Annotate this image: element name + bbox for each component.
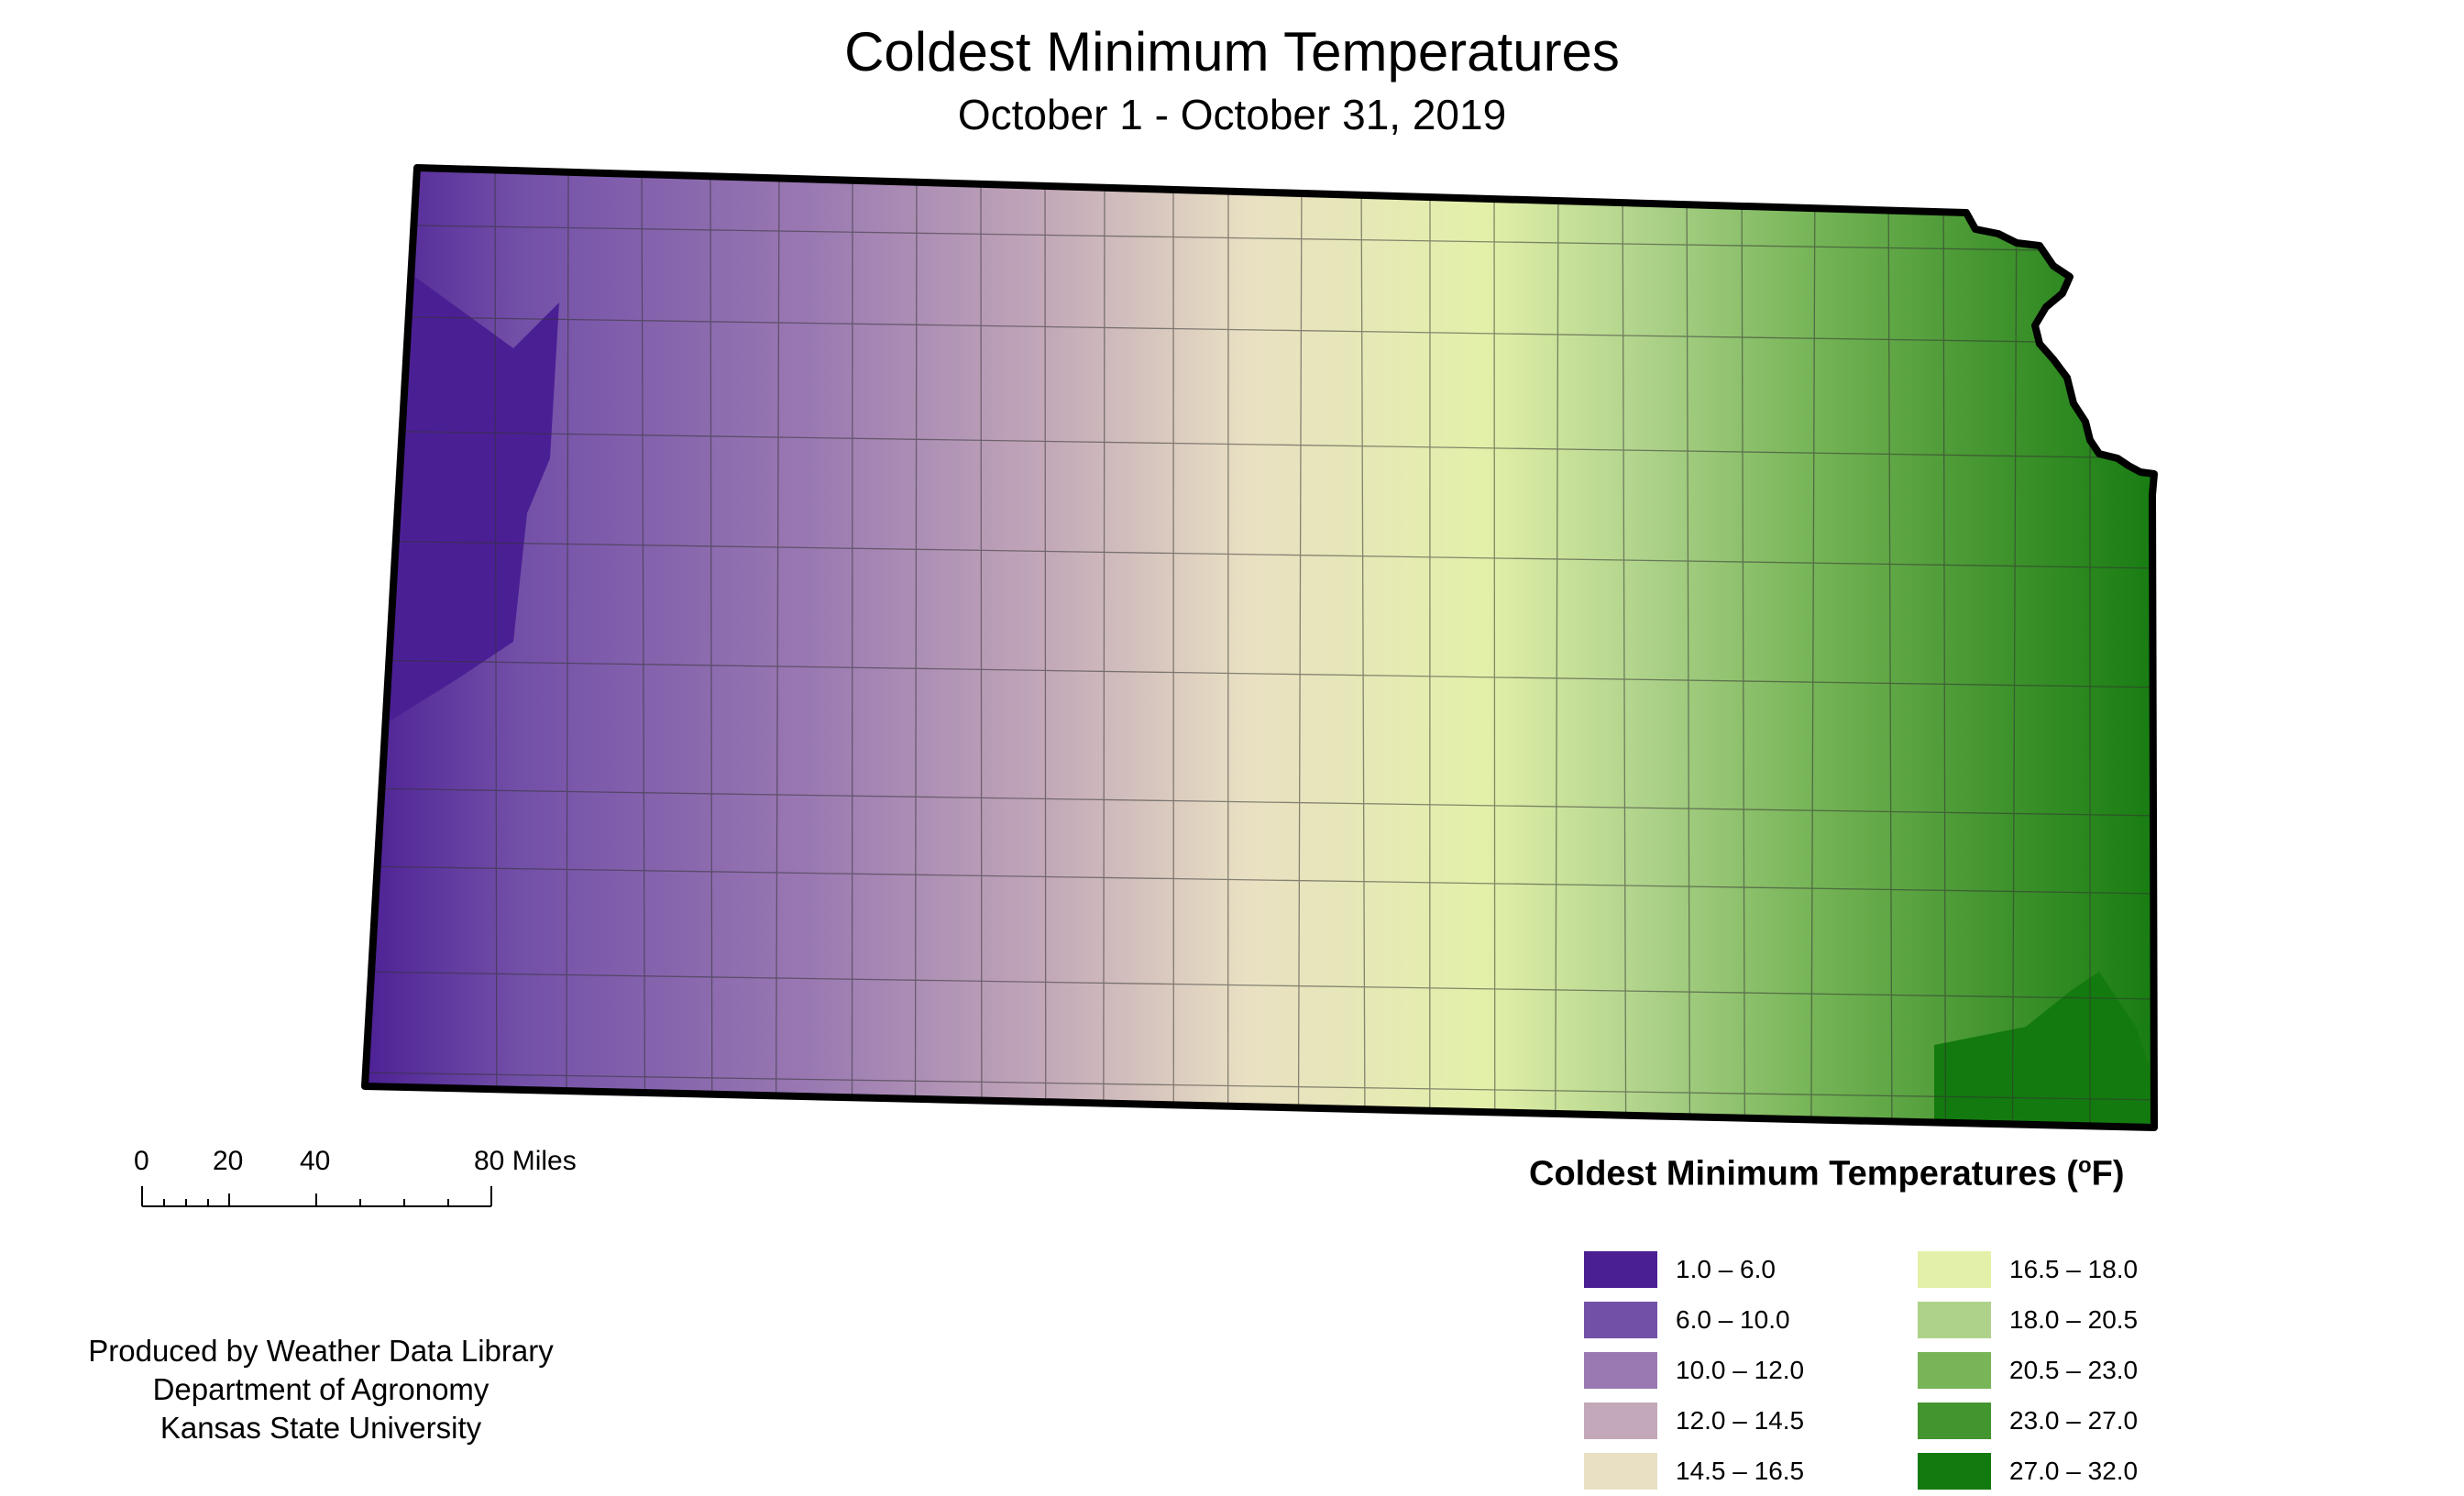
legend-item: 16.5 – 18.0 — [1918, 1251, 2138, 1288]
credit-line-1: Produced by Weather Data Library — [37, 1332, 605, 1370]
scale-label-40: 40 — [300, 1146, 330, 1177]
legend-item: 12.0 – 14.5 — [1584, 1402, 1804, 1439]
legend-swatch — [1584, 1402, 1657, 1439]
legend-label: 20.5 – 23.0 — [2009, 1356, 2138, 1385]
legend-item: 10.0 – 12.0 — [1584, 1352, 1804, 1389]
legend-item: 27.0 – 32.0 — [1918, 1453, 2138, 1490]
credit-line-2: Department of Agronomy — [37, 1370, 605, 1409]
legend-title: Coldest Minimum Temperatures (oF) — [1529, 1153, 2125, 1194]
legend-item: 20.5 – 23.0 — [1918, 1352, 2138, 1389]
legend-label: 12.0 – 14.5 — [1676, 1406, 1804, 1436]
legend-label: 18.0 – 20.5 — [2009, 1305, 2138, 1335]
legend-swatch — [1918, 1402, 1991, 1439]
legend-label: 10.0 – 12.0 — [1676, 1356, 1804, 1385]
legend-swatch — [1918, 1302, 1991, 1338]
temperature-field — [358, 156, 2172, 1146]
legend-item: 14.5 – 16.5 — [1584, 1453, 1804, 1490]
legend-label: 27.0 – 32.0 — [2009, 1457, 2138, 1486]
legend-label: 23.0 – 27.0 — [2009, 1406, 2138, 1436]
scale-label-0: 0 — [134, 1146, 149, 1177]
legend-label: 14.5 – 16.5 — [1676, 1457, 1804, 1486]
legend-item: 23.0 – 27.0 — [1918, 1402, 2138, 1439]
credit-line-3: Kansas State University — [37, 1409, 605, 1447]
legend-item: 1.0 – 6.0 — [1584, 1251, 1776, 1288]
scale-label-20: 20 — [213, 1146, 243, 1177]
legend-label: 6.0 – 10.0 — [1676, 1305, 1790, 1335]
scale-bar — [142, 1186, 491, 1206]
legend-item: 18.0 – 20.5 — [1918, 1302, 2138, 1338]
legend-swatch — [1584, 1352, 1657, 1389]
legend-swatch — [1584, 1302, 1657, 1338]
legend-swatch — [1918, 1251, 1991, 1288]
legend-label: 1.0 – 6.0 — [1676, 1255, 1776, 1284]
legend-label: 16.5 – 18.0 — [2009, 1255, 2138, 1284]
legend-item: 6.0 – 10.0 — [1584, 1302, 1790, 1338]
legend-swatch — [1918, 1352, 1991, 1389]
legend-swatch — [1918, 1453, 1991, 1490]
legend-swatch — [1584, 1251, 1657, 1288]
scale-label-80: 80 Miles — [474, 1146, 577, 1177]
legend-swatch — [1584, 1453, 1657, 1490]
